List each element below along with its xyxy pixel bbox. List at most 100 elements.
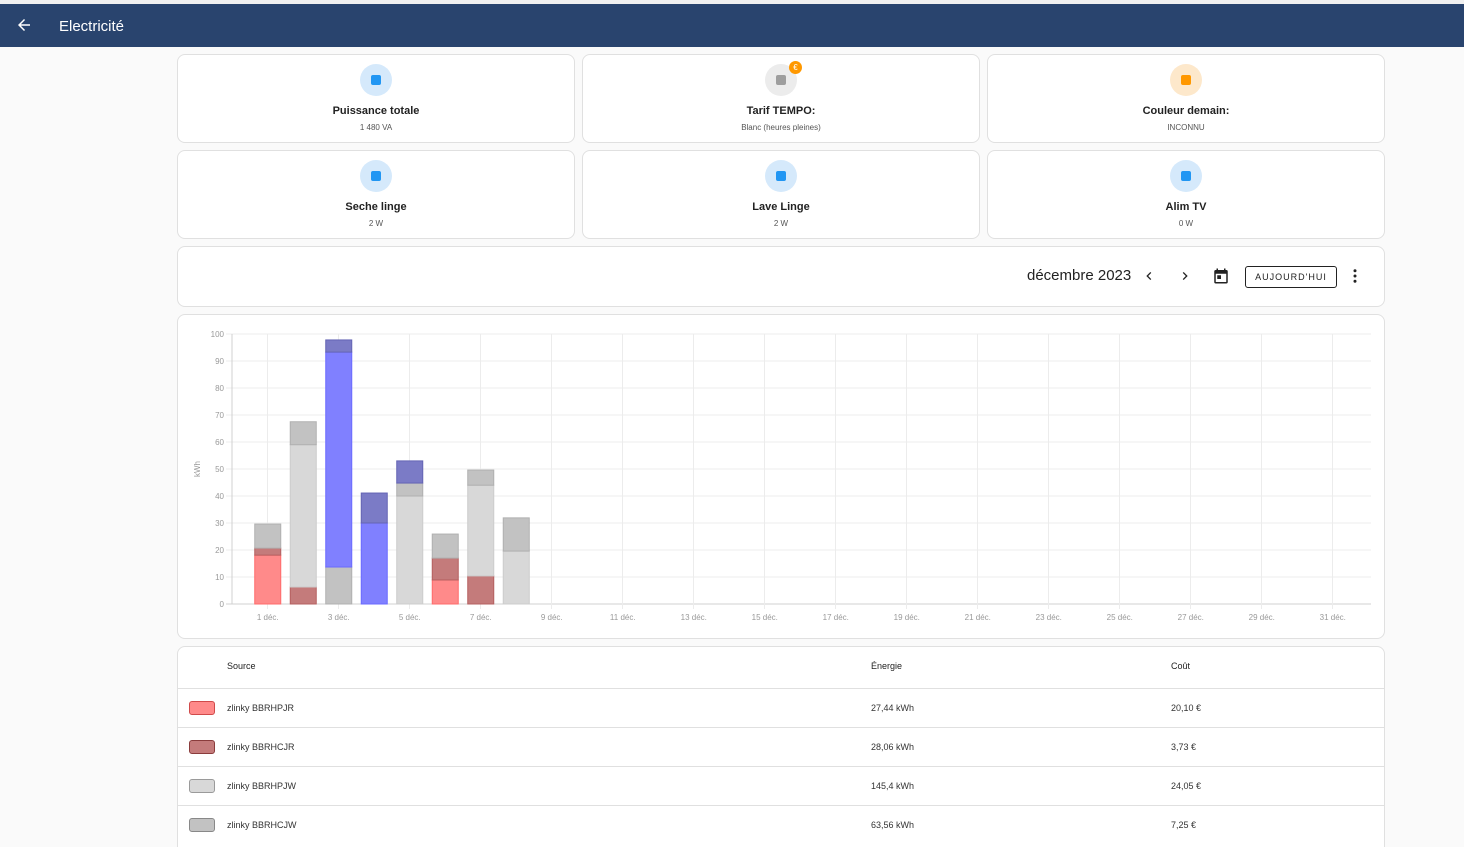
tile-icon	[360, 160, 392, 192]
app-bar: Electricité	[0, 4, 1464, 47]
chart-card: 0 10 20 30 40 50 60 70 80 90 100 kWh 1 déc. 3 déc. 5 d…	[177, 314, 1385, 639]
bar-segment	[360, 522, 388, 605]
chart: 0 10 20 30 40 50 60 70 80 90 100 kWh 1 déc. 3 déc. 5 d…	[193, 330, 1371, 622]
tile-state: 2 W	[368, 219, 384, 228]
entity-tile[interactable]: Couleur demain: INCONNU	[987, 54, 1385, 143]
bar-segment	[431, 557, 459, 581]
tile-state: 1 480 VA	[359, 123, 393, 132]
bar-segment	[431, 533, 459, 559]
bar-segment	[325, 566, 353, 605]
icon-glyph	[371, 171, 381, 181]
y-tick-label: 20	[215, 546, 224, 555]
period-label: décembre 2023	[1027, 267, 1132, 284]
tile-icon	[1170, 160, 1202, 192]
energy-cell: 28,06 kWh	[871, 742, 915, 752]
icon-glyph	[776, 75, 786, 85]
x-tick-label: 15 déc.	[752, 613, 778, 622]
x-tick-label: 3 déc.	[328, 613, 350, 622]
tile-name: Seche linge	[345, 201, 407, 213]
y-tick-label: 10	[215, 573, 224, 582]
y-tick-label: 40	[215, 492, 224, 501]
icon-glyph	[371, 75, 381, 85]
x-tick-label: 7 déc.	[470, 613, 492, 622]
menu-button[interactable]	[1346, 267, 1364, 285]
color-swatch	[189, 740, 215, 754]
x-tick-label: 25 déc.	[1107, 613, 1133, 622]
bar-segment	[502, 517, 530, 552]
entity-tile[interactable]: Lave Linge 2 W	[582, 150, 980, 239]
cost-cell: 7,25 €	[1171, 820, 1197, 830]
color-swatch	[189, 701, 215, 715]
bar-segment	[289, 586, 317, 605]
tile-name: Tarif TEMPO:	[746, 105, 816, 117]
icon-glyph	[1181, 171, 1191, 181]
x-tick-label: 31 déc.	[1320, 613, 1346, 622]
y-tick-label: 30	[215, 519, 224, 528]
bar-segment	[360, 492, 388, 524]
bar-segment	[289, 444, 317, 588]
bar-segment	[431, 579, 459, 605]
tile-name: Puissance totale	[332, 105, 420, 117]
back-button[interactable]	[15, 16, 33, 34]
x-tick-label: 1 déc.	[257, 613, 279, 622]
table-row: zlinky BBRHCJR 28,06 kWh 3,73 €	[178, 727, 1384, 767]
bar-segment	[396, 482, 424, 497]
source-cell: zlinky BBRHPJR	[227, 703, 295, 713]
tile-state: INCONNU	[1167, 123, 1205, 132]
x-tick-label: 5 déc.	[399, 613, 421, 622]
entity-tile[interactable]: Puissance totale 1 480 VA	[177, 54, 575, 143]
next-button[interactable]	[1177, 268, 1193, 284]
y-tick-label: 0	[220, 600, 225, 609]
tile-state: Blanc (heures pleines)	[741, 123, 821, 132]
table-row: zlinky BBRHPJW 145,4 kWh 24,05 €	[178, 766, 1384, 806]
energy-cell: 145,4 kWh	[871, 781, 915, 791]
energy-cell: 63,56 kWh	[871, 820, 915, 830]
entity-tile[interactable]: Seche linge 2 W	[177, 150, 575, 239]
tile-name: Alim TV	[1165, 201, 1207, 213]
bar-segment	[502, 550, 530, 605]
tile-icon	[360, 64, 392, 96]
icon-glyph	[776, 171, 786, 181]
y-tick-label: 90	[215, 357, 224, 366]
x-tick-label: 23 déc.	[1036, 613, 1062, 622]
tile-name: Couleur demain:	[1142, 105, 1230, 117]
y-tick-label: 60	[215, 438, 224, 447]
tile-state: 2 W	[773, 219, 789, 228]
y-tick-label: 80	[215, 384, 224, 393]
entity-tile[interactable]: Tarif TEMPO: Blanc (heures pleines) €	[582, 54, 980, 143]
x-tick-label: 9 déc.	[541, 613, 563, 622]
column-header: Source	[227, 661, 256, 671]
table-row: zlinky BBRHPJR 27,44 kWh 20,10 €	[178, 688, 1384, 728]
bar-segment	[254, 547, 282, 556]
entity-tile[interactable]: Alim TV 0 W	[987, 150, 1385, 239]
color-swatch	[189, 818, 215, 832]
bar-segment	[467, 484, 495, 577]
column-header: Coût	[1171, 661, 1191, 671]
color-swatch	[189, 779, 215, 793]
tile-icon	[1170, 64, 1202, 96]
top-edge	[0, 0, 1464, 4]
tile-state: 0 W	[1178, 219, 1194, 228]
y-tick-label: 50	[215, 465, 224, 474]
icon-glyph	[1181, 75, 1191, 85]
bar-segment	[254, 554, 282, 605]
x-tick-label: 13 déc.	[681, 613, 707, 622]
source-cell: zlinky BBRHCJW	[227, 820, 297, 830]
calendar-button[interactable]	[1212, 267, 1230, 285]
bar-segment	[396, 460, 424, 484]
bar-segment	[467, 469, 495, 486]
bar-segment	[254, 523, 282, 549]
x-tick-label: 17 déc.	[823, 613, 849, 622]
energy-table: Source Énergie Coût zlinky BBRHPJR 27,44 …	[177, 646, 1385, 847]
tile-icon	[765, 160, 797, 192]
prev-button[interactable]	[1141, 268, 1157, 284]
table-row: zlinky BBRHCJW 63,56 kWh 7,25 €	[178, 805, 1384, 845]
today-button[interactable]: AUJOURD'HUI	[1245, 266, 1337, 288]
page-title: Electricité	[59, 18, 125, 35]
source-cell: zlinky BBRHPJW	[227, 781, 297, 791]
column-header: Énergie	[871, 661, 903, 671]
cost-cell: 20,10 €	[1171, 703, 1202, 713]
date-picker-card: décembre 2023 AUJOURD'HUI	[177, 246, 1385, 307]
energy-cell: 27,44 kWh	[871, 703, 915, 713]
